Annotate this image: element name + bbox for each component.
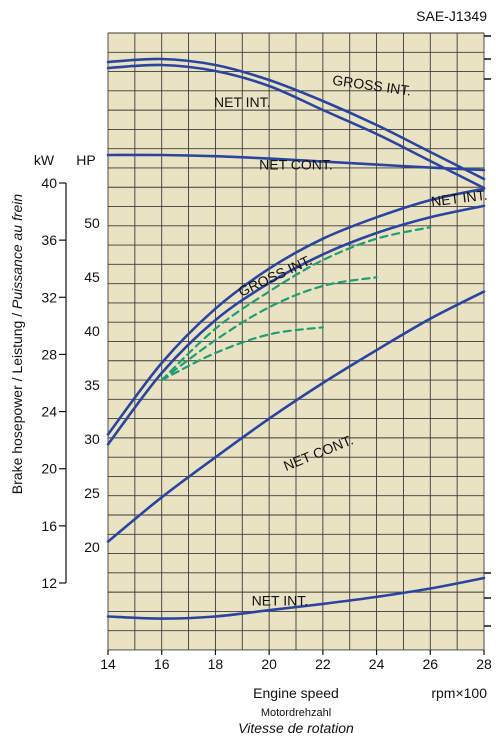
kw-tick-label: 16 <box>41 518 57 534</box>
hp-tick-label: 35 <box>84 377 100 393</box>
x-tick-label: 24 <box>369 656 385 672</box>
kw-tick-label: 24 <box>41 404 57 420</box>
y-axis-title-part: Brake hosepower / Leistung / <box>9 309 25 494</box>
power-net-int-curve <box>106 204 486 446</box>
power-dashed-curve <box>160 226 432 382</box>
x-tick-label: 22 <box>315 656 331 672</box>
power-net-cont-curve <box>106 290 486 543</box>
curve-label: NET INT. <box>214 94 271 110</box>
kw-tick-label: 28 <box>41 346 57 362</box>
kw-tick-label: 20 <box>41 461 57 477</box>
kw-tick-label: 36 <box>41 232 57 248</box>
hp-tick-label: 30 <box>84 431 100 447</box>
hp-tick-label: 20 <box>84 539 100 555</box>
fuel-net-int-curve <box>106 576 486 620</box>
power-dashed-curve <box>160 326 324 382</box>
y-axis-title: Brake hosepower / Leistung / Puissance a… <box>9 194 25 495</box>
hp-tick-label: 50 <box>84 215 100 231</box>
torque-net-cont-curve <box>106 153 486 172</box>
torque-gross-int-curve <box>106 57 486 181</box>
curve-label: NET INT. <box>252 592 309 608</box>
x-tick-label: 14 <box>100 656 116 672</box>
curve-label: NET INT. <box>430 187 488 210</box>
x-tick-label: 28 <box>476 656 492 672</box>
x-axis-title-fr: Vitesse de rotation <box>238 720 354 736</box>
kw-tick-label: 40 <box>41 175 57 191</box>
x-tick-label: 20 <box>261 656 277 672</box>
x-axis-unit: rpm×100 <box>431 685 487 701</box>
x-axis-title-de: Motordrehzahl <box>261 707 331 719</box>
hp-tick-label: 45 <box>84 269 100 285</box>
kw-tick-label: 32 <box>41 289 57 305</box>
curve-label: NET CONT. <box>259 156 333 172</box>
x-tick-label: 18 <box>208 656 224 672</box>
chart-title: SAE-J1349 <box>416 8 487 24</box>
hp-tick-label: 25 <box>84 485 100 501</box>
power-gross-int-curve <box>106 187 486 436</box>
hp-axis-label: HP <box>76 152 95 168</box>
hp-tick-label: 40 <box>84 323 100 339</box>
x-axis-title: Engine speed <box>253 685 339 701</box>
x-tick-label: 26 <box>422 656 438 672</box>
x-tick-label: 16 <box>154 656 170 672</box>
kw-axis-label: kW <box>34 152 55 168</box>
power-dashed-curve <box>160 276 378 382</box>
y-axis-title-part-italic: Puissance au frein <box>9 194 25 309</box>
torque-net-int-curve <box>106 63 486 190</box>
kw-tick-label: 12 <box>41 575 57 591</box>
